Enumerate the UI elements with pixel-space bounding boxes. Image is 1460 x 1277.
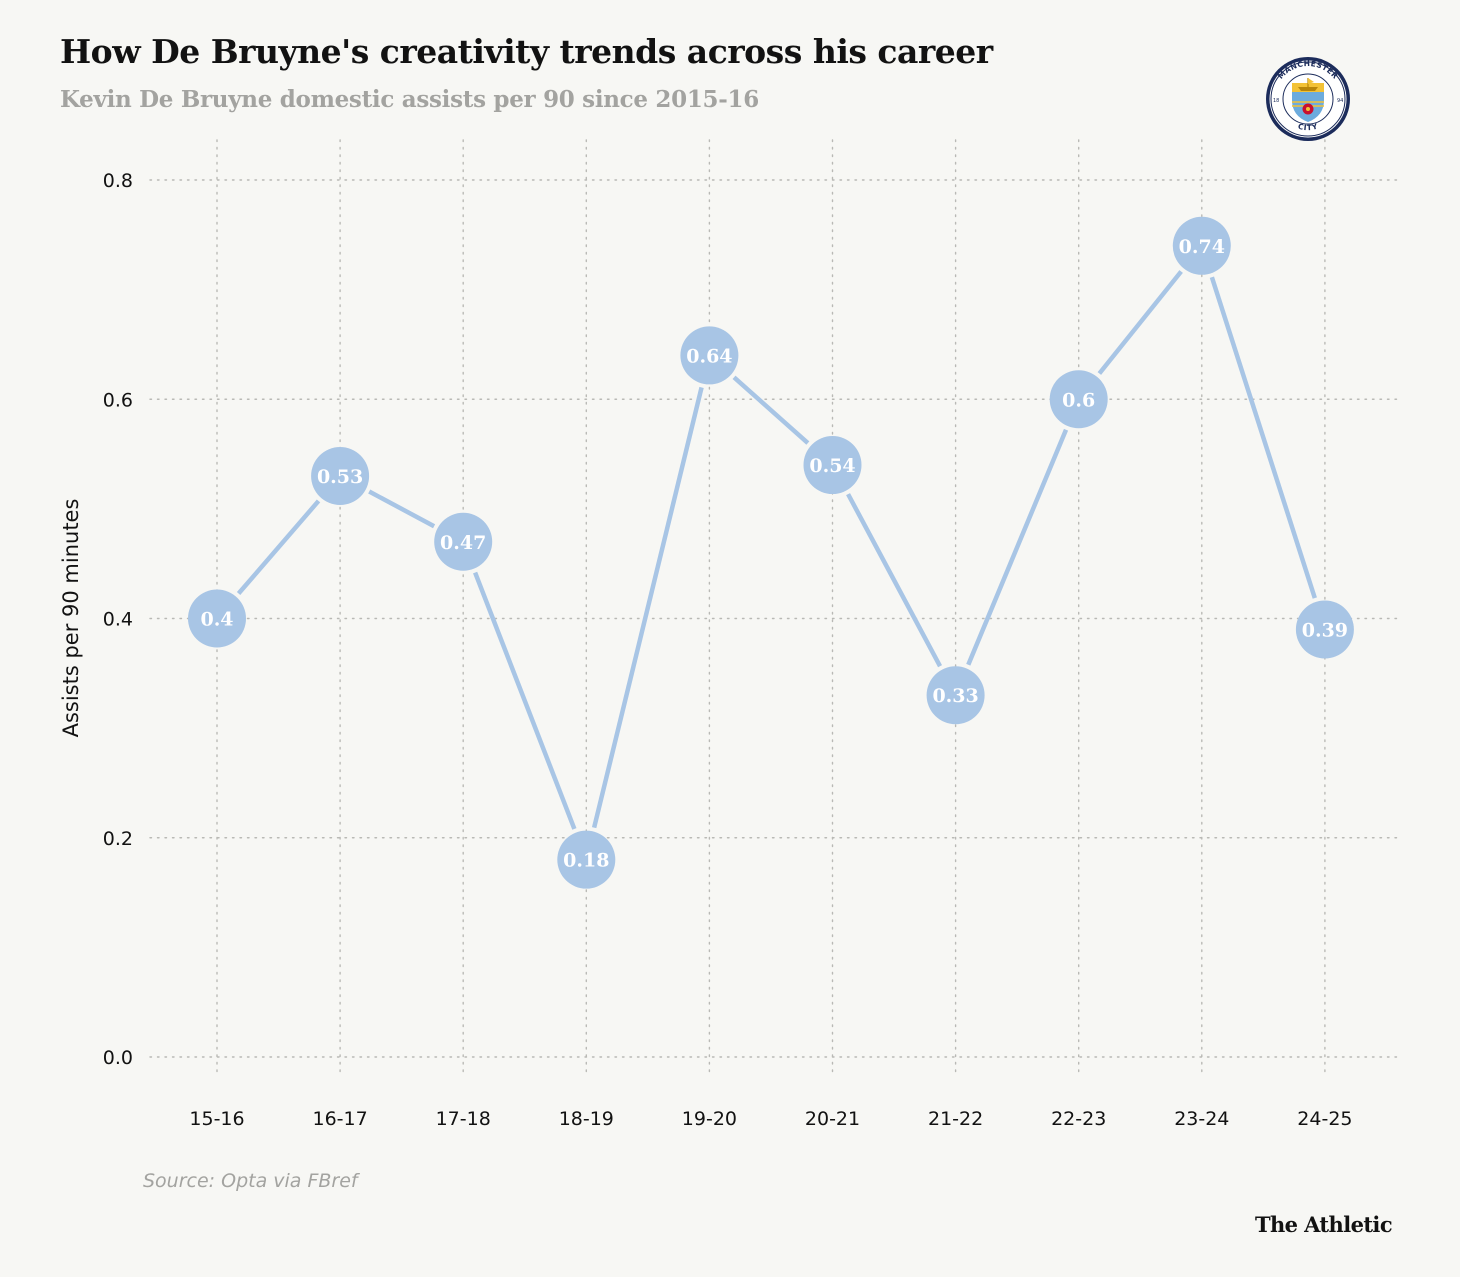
y-tick-label: 0.2: [103, 828, 133, 850]
data-label: 0.54: [809, 455, 855, 477]
data-point-22-23: [1049, 370, 1108, 429]
series-segment: [966, 428, 1069, 666]
chart-title: How De Bruyne's creativity trends across…: [60, 32, 993, 71]
axes: 0.0 0.2 0.4 0.6 0.8 15-16 16-17 17-18 18-19 19-20…: [103, 170, 1353, 1130]
data-points: 0.4 0.53 0.47 0.18 0.64 0.54 0.33 0.6 0.74 0.39: [188, 216, 1354, 889]
x-tick-label: 19-20: [682, 1108, 737, 1130]
x-tick-label: 18-19: [559, 1108, 614, 1130]
y-axis-label: Assists per 90 minutes: [59, 499, 83, 738]
series-segment: [236, 499, 321, 595]
source-note: Source: Opta via FBref: [143, 1170, 358, 1192]
x-tick-label: 23-24: [1174, 1108, 1229, 1130]
data-label: 0.33: [932, 685, 978, 707]
x-tick-label: 21-22: [928, 1108, 983, 1130]
data-point-18-19: [557, 830, 616, 889]
grid-lines: [149, 139, 1399, 1076]
x-tick-label: 15-16: [189, 1108, 244, 1130]
series-segment: [473, 571, 577, 830]
x-tick-label: 20-21: [805, 1108, 860, 1130]
x-tick-label: 22-23: [1051, 1108, 1106, 1130]
series-segment: [1097, 270, 1183, 375]
data-label: 0.47: [440, 532, 486, 554]
series-segment: [591, 386, 704, 829]
series-segment: [732, 375, 810, 445]
data-label: 0.6: [1062, 389, 1095, 411]
chart-subtitle: Kevin De Bruyne domestic assists per 90 …: [60, 86, 759, 113]
series-segment: [368, 489, 436, 529]
publisher-logo: The Athletic: [1254, 1212, 1393, 1237]
crest-bottom-text: CITY: [1297, 122, 1318, 133]
data-point-19-20: [680, 326, 739, 385]
data-label: 0.39: [1302, 619, 1348, 641]
data-label: 0.18: [563, 850, 609, 872]
data-label: 0.53: [317, 466, 363, 488]
series-segment: [846, 493, 943, 668]
y-tick-label: 0.0: [103, 1047, 133, 1069]
y-tick-label: 0.8: [103, 170, 133, 192]
data-label: 0.4: [200, 609, 233, 631]
series-line: [236, 270, 1317, 830]
y-tick-label: 0.6: [103, 389, 133, 411]
x-tick-label: 24-25: [1297, 1108, 1352, 1130]
data-label: 0.74: [1179, 236, 1225, 258]
crest-year-right: 94: [1337, 98, 1343, 104]
series-segment: [1209, 276, 1317, 599]
manchester-city-crest-icon: MANCHESTER CITY 18 94: [1258, 56, 1358, 142]
x-tick-label: 16-17: [312, 1108, 367, 1130]
svg-text:CITY: CITY: [1297, 122, 1319, 133]
data-point-16-17: [311, 446, 370, 505]
data-point-17-18: [434, 512, 493, 571]
data-point-21-22: [926, 666, 985, 725]
data-point-15-16: [188, 589, 246, 648]
x-tick-label: 17-18: [436, 1108, 491, 1130]
data-label: 0.64: [686, 345, 732, 367]
crest-graphic: MANCHESTER CITY 18 94: [1266, 57, 1350, 141]
data-point-23-24: [1172, 216, 1231, 275]
y-tick-label: 0.4: [103, 609, 133, 631]
data-point-20-21: [803, 436, 862, 495]
data-point-24-25: [1295, 600, 1354, 659]
crest-year-left: 18: [1273, 98, 1279, 104]
